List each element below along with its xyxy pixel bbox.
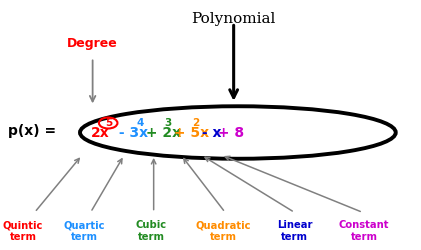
Text: Polynomial: Polynomial [192,12,276,26]
Text: Linear
term: Linear term [277,220,312,242]
Text: 2: 2 [192,118,199,128]
Text: p(x) =: p(x) = [8,124,61,138]
Text: 2x: 2x [91,126,109,140]
Text: + 8: + 8 [213,126,245,140]
Text: Quartic
term: Quartic term [64,220,105,242]
Text: 3: 3 [164,118,171,128]
Text: Quadratic
term: Quadratic term [195,220,251,242]
Text: - 3x: - 3x [114,126,148,140]
Text: + 2x: + 2x [141,126,181,140]
Text: Cubic
term: Cubic term [136,220,167,242]
Text: + 5x: + 5x [169,126,209,140]
Text: 4: 4 [136,118,144,128]
Text: - x: - x [197,126,221,140]
Text: 5: 5 [105,118,112,128]
Text: Quintic
term: Quintic term [3,220,43,242]
Text: Constant
term: Constant term [339,220,389,242]
Text: Degree: Degree [67,37,118,50]
